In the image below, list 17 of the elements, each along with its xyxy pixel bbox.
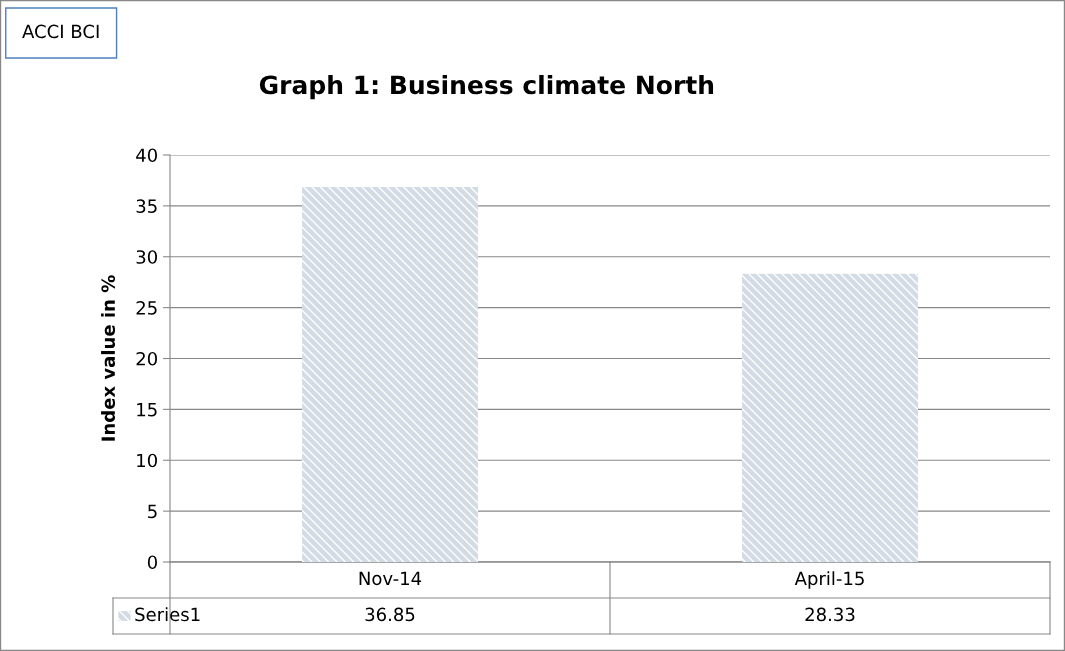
legend-label: Series1 <box>135 607 200 622</box>
data-label: 28.33 <box>805 607 855 622</box>
y-tick-label: 35 <box>136 199 157 213</box>
x-tick-label: Nov-14 <box>359 571 422 586</box>
y-tick-label: 25 <box>136 301 157 315</box>
y-tick-label: 40 <box>136 148 157 163</box>
text: ACCI BCI <box>22 24 99 39</box>
y-tick-label: 15 <box>137 403 157 417</box>
chart-title: Graph 1: Business climate North <box>259 74 714 100</box>
data-label: 36.85 <box>365 607 415 622</box>
y-tick-label: 30 <box>136 250 157 264</box>
y-tick-label: 5 <box>148 504 157 519</box>
y-tick-label: 10 <box>137 453 157 468</box>
y-tick-label: 20 <box>136 351 157 366</box>
y-tick-label: 0 <box>147 555 157 570</box>
x-tick-label: April-15 <box>794 571 864 589</box>
y-axis-title: Index value in % <box>101 275 116 441</box>
